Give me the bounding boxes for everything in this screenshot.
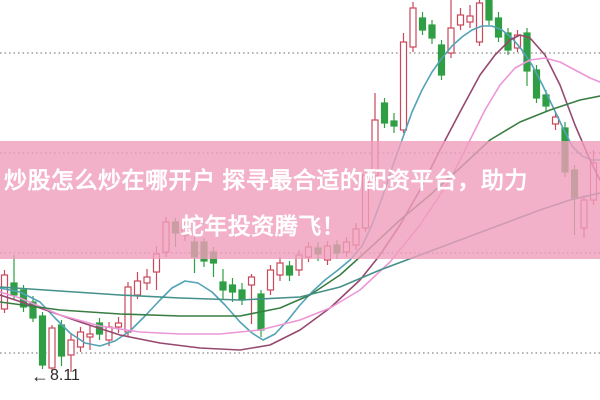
headline-banner[interactable]: 炒股怎么炒在哪开户 探寻最合适的配资平台，助力 蛇年投资腾飞！ (0, 141, 600, 259)
headline-line-1: 炒股怎么炒在哪开户 探寻最合适的配资平台，助力 (4, 167, 528, 193)
price-low-annotation: ← 8.11 (31, 367, 80, 385)
headline-line-2: 蛇年投资腾飞！ (180, 213, 346, 239)
price-low-label: 8.11 (50, 367, 80, 384)
headline-text: 炒股怎么炒在哪开户 探寻最合适的配资平台，助力 蛇年投资腾飞！ (4, 157, 528, 249)
left-arrow-icon: ← (31, 366, 49, 386)
candles (0, 0, 598, 372)
ma-line-ma-fast (0, 25, 600, 347)
